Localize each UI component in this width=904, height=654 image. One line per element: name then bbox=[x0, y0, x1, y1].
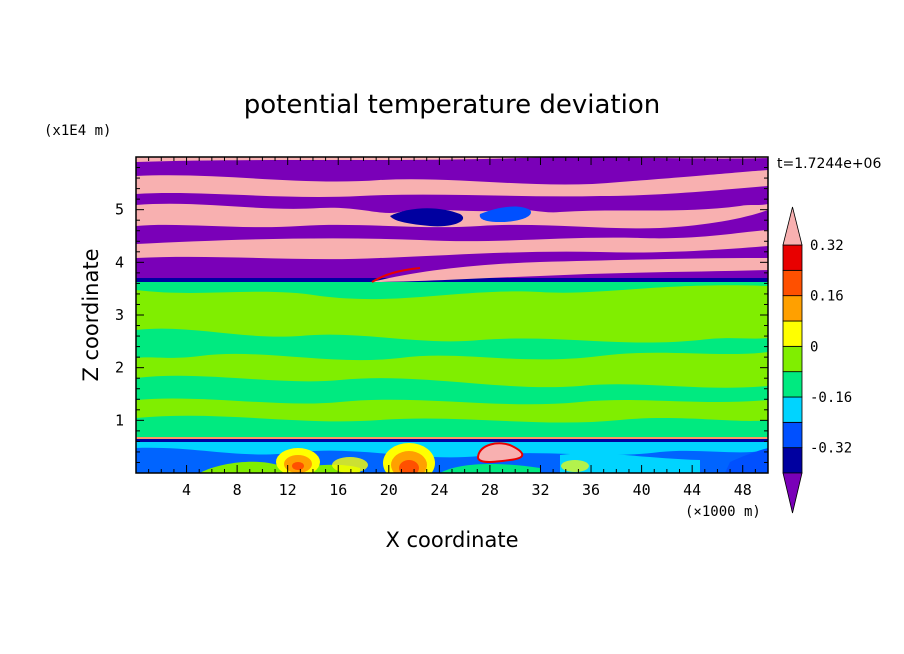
colorbar-segment bbox=[782, 396, 803, 423]
y-axis-label: Z coordinate bbox=[79, 248, 103, 381]
colorbar-tick-label: -0.32 bbox=[810, 441, 852, 457]
plot-area bbox=[136, 157, 768, 473]
x-tick-label: 16 bbox=[329, 481, 347, 499]
colorbar-segment bbox=[782, 345, 803, 373]
colorbar-segment bbox=[782, 320, 803, 347]
x-tick-label: 20 bbox=[380, 481, 398, 499]
upper-cold-patch-2 bbox=[479, 206, 531, 222]
colorbar-extend-top bbox=[782, 206, 803, 246]
warm-anomaly-2 bbox=[383, 443, 435, 473]
upper-pink-layer-1 bbox=[136, 157, 768, 162]
colorbar-tick-label: 0.16 bbox=[810, 289, 844, 305]
x-tick-label: 24 bbox=[430, 481, 448, 499]
upper-pink-layer-4 bbox=[136, 230, 768, 260]
upper-pink-layer-2 bbox=[136, 170, 768, 197]
y-tick-label: 4 bbox=[115, 253, 124, 271]
y-tick-label: 1 bbox=[115, 411, 124, 429]
y-tick-label: 3 bbox=[115, 306, 124, 324]
colorbar-tick-label: -0.16 bbox=[810, 390, 852, 406]
warm-anomaly-1 bbox=[276, 448, 320, 473]
inversion-line bbox=[136, 439, 768, 442]
x-tick-label: 32 bbox=[531, 481, 549, 499]
colorbar-segment bbox=[782, 371, 803, 398]
y-tick-label: 5 bbox=[115, 201, 124, 219]
x-tick-label: 36 bbox=[582, 481, 600, 499]
x-tick-label: 8 bbox=[233, 481, 242, 499]
x-tick-label: 40 bbox=[633, 481, 651, 499]
warm-anomaly-5 bbox=[561, 460, 589, 472]
x-tick-label: 12 bbox=[279, 481, 297, 499]
band-mid-stripe-2 bbox=[136, 328, 768, 361]
colorbar: 0.32 0.16 0 -0.16 -0.32 bbox=[782, 206, 852, 514]
x-tick-label: 4 bbox=[182, 481, 191, 499]
x-tick-label: 28 bbox=[481, 481, 499, 499]
x-tick-label: 44 bbox=[683, 481, 701, 499]
band-mid-stripe-4 bbox=[136, 415, 768, 437]
colorbar-segment bbox=[782, 269, 803, 297]
upper-red-edge bbox=[371, 267, 421, 283]
colorbar-tick-label: 0.32 bbox=[810, 238, 844, 254]
band-mid-stripe-1 bbox=[136, 282, 768, 300]
y-axis-ticks: 1 2 3 4 5 bbox=[115, 167, 768, 463]
chart-title: potential temperature deviation bbox=[244, 90, 660, 120]
band-low-blue-right bbox=[725, 448, 768, 473]
upper-cold-patch bbox=[390, 208, 464, 227]
y-unit-label: (x1E4 m) bbox=[44, 123, 111, 139]
colorbar-extend-bottom bbox=[782, 472, 803, 514]
colorbar-segment bbox=[782, 295, 803, 322]
x-axis-ticks: 4 8 12 16 20 24 28 32 36 40 44 48 bbox=[148, 157, 756, 499]
colorbar-tick-label: 0 bbox=[810, 339, 818, 355]
band-mid-stripe-3 bbox=[136, 375, 768, 405]
warm-anomaly-3 bbox=[476, 442, 524, 463]
x-unit-label: (×1000 m) bbox=[685, 504, 761, 520]
colorbar-segment bbox=[782, 421, 803, 449]
upper-pink-layer-5 bbox=[372, 258, 768, 282]
band-upper-base bbox=[136, 278, 768, 282]
band-mid bbox=[136, 282, 768, 437]
x-tick-label: 48 bbox=[734, 481, 752, 499]
x-axis-label: X coordinate bbox=[385, 528, 518, 552]
y-tick-label: 2 bbox=[115, 359, 124, 377]
colorbar-segment bbox=[782, 244, 803, 271]
colorbar-segment bbox=[782, 447, 803, 474]
warm-anomaly-4 bbox=[332, 457, 368, 473]
inversion-line-top bbox=[136, 437, 768, 439]
band-low-cyan-patch bbox=[560, 453, 700, 473]
time-label: t=1.7244e+06 bbox=[777, 156, 881, 172]
